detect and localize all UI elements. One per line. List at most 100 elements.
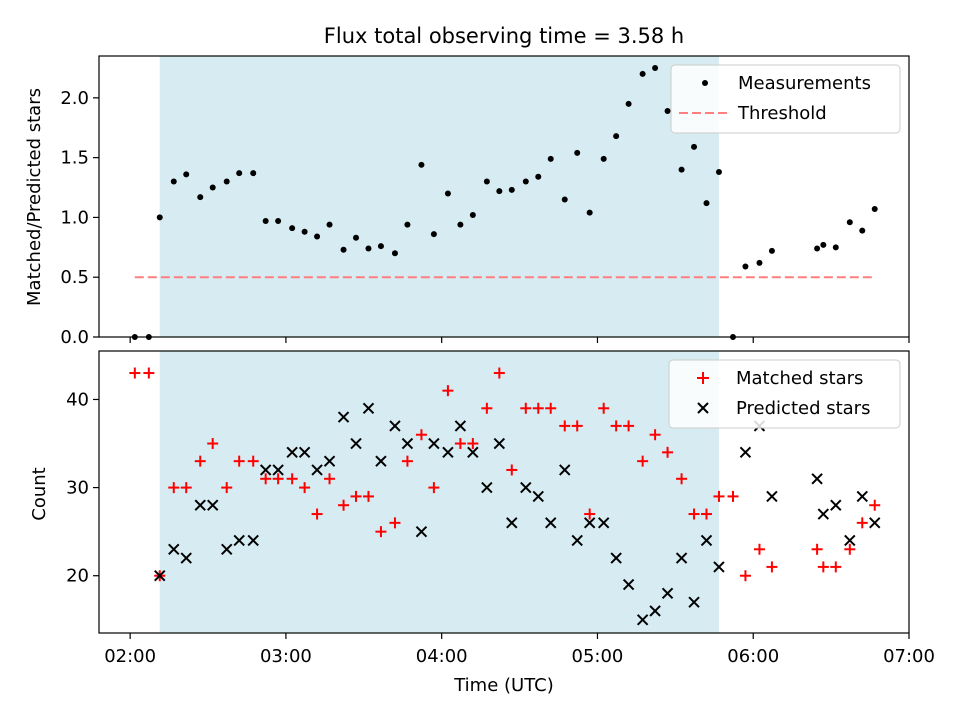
top-x-ticks [129,337,910,343]
measurement-point [183,171,190,178]
matched-star-point [811,543,823,555]
matched-star-point [428,482,440,494]
measurement-point [250,170,257,177]
y-tick-label: 2.0 [60,88,89,109]
x-tick-label: 04:00 [416,646,468,667]
x-tick-label: 07:00 [883,646,935,667]
legend-label: Matched stars [736,368,863,389]
legend-marker-predicted [697,402,709,414]
y-tick-label: 0.0 [60,327,89,348]
legend-label: Measurements [738,73,871,94]
matched-star-point [247,455,259,467]
matched-star-point [766,561,778,573]
matched-star-point [532,402,544,414]
measurement-point [846,219,853,226]
predicted-star-point [154,570,166,582]
predicted-star-point [247,534,259,547]
matched-star-point [286,473,298,485]
matched-star-point [506,464,518,476]
legend-label: Threshold [737,103,827,124]
legend-box [668,359,901,429]
measurement-point [678,166,685,173]
measurement-point [469,212,476,219]
matched-star-point [415,429,427,441]
measurement-point [625,100,632,107]
y-tick-label: 20 [66,566,89,587]
measurement-point [289,225,296,232]
matched-star-point [260,473,272,485]
measurement-point [639,70,646,77]
top-axes-frame [98,55,910,338]
measurement-point [613,133,620,140]
matched-stars-series [129,367,881,582]
measurement-point [814,245,821,252]
predicted-star-point [375,455,387,467]
predicted-star-point [454,420,467,432]
bottom-panel: 20 30 40 02:00 03:00 04:00 05:00 06:00 07:00 Co… [29,350,935,696]
matched-star-point [207,438,219,450]
predicted-star-point [545,517,557,529]
predicted-star-point [739,446,752,459]
measurement-point [652,64,659,71]
predicted-star-point [286,446,298,459]
bottom-axes-frame [98,350,910,634]
matched-star-point [375,526,387,538]
matched-star-point [856,517,868,529]
predicted-star-point [168,543,180,555]
top-y-axis-label: Matched/Predicted stars [24,88,45,306]
measurement-point [365,245,372,252]
matched-star-point [311,508,323,520]
matched-star-point [817,561,829,573]
predicted-star-point [428,437,440,450]
predicted-star-point [610,552,622,564]
matched-star-point [559,420,571,432]
matched-star-point [713,490,725,502]
measurement-point [275,218,282,225]
predicted-star-point [337,411,350,423]
measurement-point [742,263,749,270]
predicted-star-point [571,534,583,547]
matched-star-point [129,367,141,379]
legend-marker-matched [697,372,709,384]
matched-star-point [869,499,881,511]
y-tick-label: 1.0 [60,207,89,228]
matched-star-point [454,438,466,450]
predicted-star-point [272,464,284,476]
measurement-point [444,190,451,197]
measurement-point [418,161,425,168]
measurement-series [131,64,878,340]
predicted-star-point [856,490,868,503]
measurement-point [404,221,411,228]
measurement-point [535,173,542,180]
predicted-star-point [233,534,245,547]
matched-star-point [688,508,700,520]
measurement-point [715,168,722,175]
measurement-point [377,243,384,250]
matched-star-point [350,490,362,502]
predicted-star-point [869,517,881,529]
predicted-star-point [520,481,532,494]
matched-star-point [676,473,688,485]
measurement-point [522,178,529,185]
matched-star-point [830,561,842,573]
predicted-star-point [830,499,842,511]
matched-star-point [520,402,532,414]
predicted-star-point [661,587,674,600]
predicted-star-point [817,508,830,520]
y-tick-label: 0.5 [60,267,89,288]
predicted-star-point [766,490,778,503]
measurement-point [326,221,333,228]
measurement-point [600,155,607,162]
measurement-point [197,194,204,201]
measurement-point [353,234,360,241]
matched-star-point [401,455,413,467]
matched-star-point [467,438,479,450]
measurement-point [496,188,503,195]
chart-title: Flux total observing time = 3.58 h [324,24,684,48]
matched-star-point [545,402,557,414]
measurement-point [314,233,321,240]
measurement-point [574,149,581,156]
predicted-star-point [688,596,700,608]
matched-star-point [584,508,596,520]
predicted-star-point [389,420,401,432]
